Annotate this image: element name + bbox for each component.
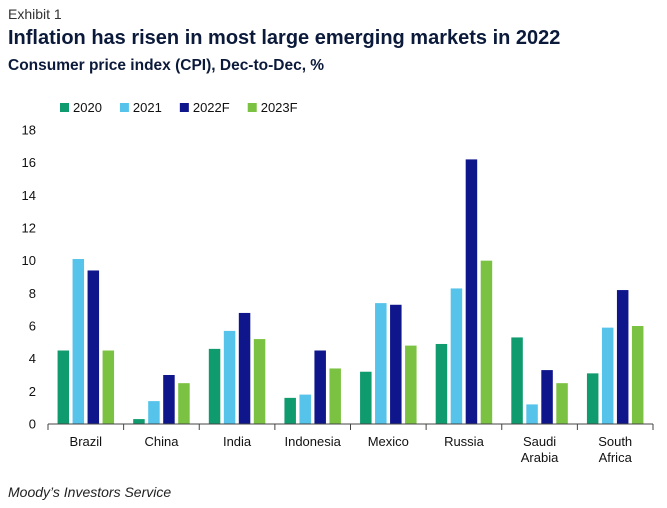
- bar-2022f: [163, 375, 175, 424]
- y-tick-label: 6: [29, 319, 36, 334]
- bar-2023f: [556, 383, 568, 424]
- legend: 2020 2021 2022F 2023F: [60, 100, 298, 115]
- bar-2020: [284, 397, 296, 424]
- bar-2021: [299, 394, 311, 424]
- bar-2021: [526, 404, 538, 424]
- y-tick-label: 0: [29, 417, 36, 432]
- legend-swatch-2022f: [179, 103, 189, 112]
- y-tick-label: 2: [29, 384, 36, 399]
- x-category-label: Arabia: [521, 450, 559, 465]
- bar-2020: [133, 419, 145, 424]
- legend-label-2020: 2020: [73, 100, 102, 115]
- bar-2020: [586, 373, 599, 424]
- source-note: Moody’s Investors Service: [8, 484, 172, 500]
- bar-2022f: [616, 290, 629, 424]
- bar-2022f: [390, 304, 402, 424]
- x-category-label: South: [598, 434, 632, 449]
- y-tick-label: 8: [29, 286, 36, 301]
- bar-2021: [148, 401, 160, 424]
- x-category-label: Brazil: [70, 434, 103, 449]
- bar-2021: [450, 288, 463, 424]
- bar-2023f: [631, 326, 644, 424]
- bar-2023f: [102, 350, 115, 424]
- bar-2022f: [314, 350, 326, 424]
- x-category-label: India: [223, 434, 252, 449]
- y-tick-label: 14: [22, 188, 36, 203]
- exhibit-label: Exhibit 1: [8, 6, 62, 22]
- bar-2023f: [253, 339, 266, 424]
- bar-2020: [435, 343, 448, 424]
- y-tick-label: 18: [22, 123, 36, 138]
- y-tick-label: 10: [22, 253, 36, 268]
- legend-swatch-2023f: [247, 103, 257, 112]
- bar-2022f: [465, 159, 478, 424]
- bar-2021: [72, 259, 85, 424]
- bar-2023f: [329, 368, 341, 424]
- legend-label-2021: 2021: [133, 100, 162, 115]
- bar-2020: [57, 350, 70, 424]
- bar-2022f: [87, 270, 100, 424]
- x-category-label: Indonesia: [284, 434, 341, 449]
- legend-swatch-2020: [60, 103, 69, 112]
- y-tick-label: 12: [22, 221, 36, 236]
- x-category-label: Africa: [599, 450, 633, 465]
- bar-2020: [360, 371, 372, 424]
- legend-label-2022f: 2022F: [193, 100, 230, 115]
- x-category-label: Mexico: [368, 434, 409, 449]
- bar-2022f: [541, 370, 553, 424]
- chart-subtitle: Consumer price index (CPI), Dec-to-Dec, …: [8, 57, 325, 74]
- x-category-label: China: [144, 434, 179, 449]
- bar-2021: [375, 303, 387, 424]
- bar-2023f: [405, 345, 417, 424]
- bar-2020: [208, 348, 221, 424]
- bar-2020: [511, 337, 523, 424]
- y-axis: 0 2 4 6 8 10 12 14 16 18: [22, 123, 36, 432]
- y-tick-label: 16: [22, 155, 36, 170]
- x-category-label: Russia: [444, 434, 485, 449]
- bar-2022f: [238, 312, 251, 424]
- y-tick-label: 4: [29, 351, 36, 366]
- bar-2021: [601, 327, 614, 424]
- chart-title: Inflation has risen in most large emergi…: [8, 27, 561, 49]
- bars: [57, 159, 644, 424]
- bar-2021: [223, 330, 236, 424]
- bar-2023f: [480, 260, 493, 424]
- legend-swatch-2021: [119, 103, 129, 112]
- legend-label-2023f: 2023F: [261, 100, 298, 115]
- bar-2023f: [178, 383, 190, 424]
- x-axis: Brazil China India Indonesia Mexico Russia Sau…: [47, 423, 654, 465]
- x-category-label: Saudi: [523, 434, 556, 449]
